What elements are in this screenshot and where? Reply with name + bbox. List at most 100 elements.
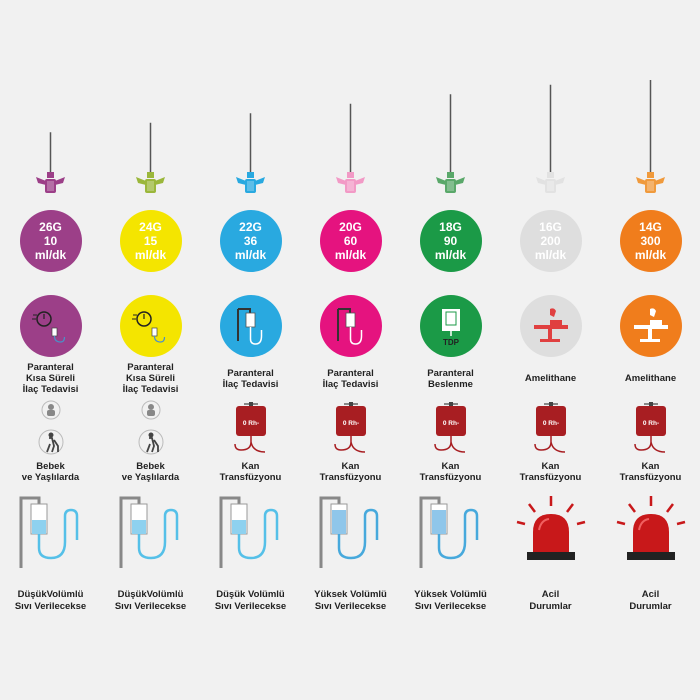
iv-drip-icon [219, 295, 282, 357]
needle-illustration [0, 80, 101, 195]
patient-group-label: Kan Transfüzyonu [319, 461, 382, 483]
cannula-needle-icon [436, 94, 465, 193]
svg-text:0 Rh-: 0 Rh- [242, 420, 258, 427]
blood-bag-icon: 0 Rh- [233, 402, 266, 453]
flow-rate-unit: ml/dk [234, 248, 267, 262]
iv-bag-high-volume-icon [319, 496, 378, 568]
patient-group-label: Bebek ve Yaşlılarda [21, 461, 80, 483]
gauge-value: 16G [539, 220, 562, 234]
iv-bag-low-volume-icon [19, 496, 78, 568]
iv-bag-high-volume-icon [419, 496, 478, 568]
flow-rate-value: 15 [143, 234, 158, 248]
volume-label: DüşükVolümlü Sıvı Verilecekse [14, 589, 87, 612]
usage-label: Amelithane [524, 373, 577, 384]
surgery-table-icon [619, 295, 682, 357]
usage-label: Paranteral Kısa Süreli İlaç Tedavisi [122, 362, 179, 395]
blood-bag-icon: 0 Rh- [633, 402, 666, 453]
surgery-table-icon [519, 295, 582, 357]
gauge-badge: 14G 300 ml/dk [619, 210, 682, 272]
svg-text:TDP: TDP [443, 338, 460, 347]
flow-rate-unit: ml/dk [534, 248, 567, 262]
emergency-siren-icon [516, 496, 585, 560]
gauge-badge: 22G 36 ml/dk [219, 210, 282, 272]
gauge-badge: 24G 15 ml/dk [119, 210, 182, 272]
cannula-column-14g: 14G 300 ml/dk Amelithane 0 Rh- Kan Transfüz… [600, 0, 700, 700]
usage-label: Paranteral Kısa Süreli İlaç Tedavisi [22, 362, 79, 395]
gauge-value: 14G [639, 220, 662, 234]
gauge-value: 24G [139, 220, 162, 234]
timer-drip-icon [19, 295, 82, 357]
needle-illustration [500, 80, 601, 195]
flow-rate-value: 36 [243, 234, 258, 248]
patient-group-icon-wrap: 0 Rh- [200, 400, 301, 458]
flow-rate-unit: ml/dk [34, 248, 67, 262]
flow-rate-unit: ml/dk [634, 248, 667, 262]
flow-rate-unit: ml/dk [334, 248, 367, 262]
needle-illustration [200, 80, 301, 195]
volume-icon-wrap [300, 490, 401, 570]
volume-label: DüşükVolümlü Sıvı Verilecekse [114, 589, 187, 612]
volume-icon-wrap [0, 490, 101, 570]
usage-label: Amelithane [624, 373, 677, 384]
blood-bag-icon: 0 Rh- [333, 402, 366, 453]
cannula-needle-icon [336, 103, 365, 193]
gauge-badge: 26G 10 ml/dk [19, 210, 82, 272]
flow-rate-unit: ml/dk [434, 248, 467, 262]
volume-icon-wrap [100, 490, 201, 570]
usage-label: Paranteral İlaç Tedavisi [222, 367, 279, 390]
cannula-column-24g: 24G 15 ml/dk Paranteral Kısa Süreli İlaç Ted… [100, 0, 201, 700]
volume-icon-wrap [200, 490, 301, 570]
blood-bag-icon: 0 Rh- [533, 402, 566, 453]
baby-elderly-icon [138, 400, 163, 455]
flow-rate-value: 60 [343, 234, 358, 248]
gauge-value: 22G [239, 220, 262, 234]
volume-label: Düşük Volümlü Sıvı Verilecekse [214, 589, 287, 612]
cannula-column-22g: 22G 36 ml/dk Paranteral İlaç Tedavisi 0 Rh-… [200, 0, 301, 700]
volume-icon-wrap [400, 490, 501, 570]
usage-label: Paranteral Beslenme [427, 367, 474, 390]
flow-rate-value: 90 [443, 234, 458, 248]
flow-rate-value: 200 [540, 234, 561, 248]
cannula-column-18g: 18G 90 ml/dk TDP Paranteral Beslenme 0 Rh- K… [400, 0, 501, 700]
patient-group-icon-wrap: 0 Rh- [500, 400, 601, 458]
cannula-needle-icon [136, 122, 165, 193]
patient-group-icon-wrap [0, 400, 101, 458]
needle-illustration [600, 80, 700, 195]
svg-text:0 Rh-: 0 Rh- [342, 420, 358, 427]
gauge-value: 26G [39, 220, 62, 234]
flow-rate-value: 300 [640, 234, 661, 248]
cannula-needle-icon [636, 80, 665, 193]
emergency-siren-icon [616, 496, 685, 560]
usage-label: Paranteral İlaç Tedavisi [322, 367, 379, 390]
flow-rate-unit: ml/dk [134, 248, 167, 262]
cannula-needle-icon [536, 84, 565, 193]
volume-label: Acil Durumlar [629, 589, 672, 612]
svg-text:0 Rh-: 0 Rh- [642, 420, 658, 427]
needle-illustration [400, 80, 501, 195]
gauge-badge: 18G 90 ml/dk [419, 210, 482, 272]
iv-bag-low-volume-icon [119, 496, 178, 568]
patient-group-icon-wrap: 0 Rh- [600, 400, 700, 458]
gauge-value: 20G [339, 220, 362, 234]
volume-icon-wrap [500, 490, 601, 570]
blood-bag-icon: 0 Rh- [433, 402, 466, 453]
baby-elderly-icon [38, 400, 63, 455]
patient-group-icon-wrap: 0 Rh- [300, 400, 401, 458]
iv-bag-low-volume-icon [219, 496, 278, 568]
patient-group-label: Kan Transfüzyonu [519, 461, 582, 483]
cannula-column-20g: 20G 60 ml/dk Paranteral İlaç Tedavisi 0 Rh-… [300, 0, 401, 700]
gauge-badge: 20G 60 ml/dk [319, 210, 382, 272]
volume-label: Yüksek Volümlü Sıvı Verilecekse [314, 589, 387, 612]
timer-drip-icon [119, 295, 182, 357]
gauge-badge: 16G 200 ml/dk [519, 210, 582, 272]
tdp-bag-icon: TDP [419, 295, 482, 357]
patient-group-label: Kan Transfüzyonu [219, 461, 282, 483]
cannula-needle-icon [36, 132, 65, 193]
needle-illustration [100, 80, 201, 195]
needle-illustration [300, 80, 401, 195]
patient-group-label: Kan Transfüzyonu [619, 461, 682, 483]
patient-group-label: Bebek ve Yaşlılarda [121, 461, 180, 483]
volume-label: Yüksek Volümlü Sıvı Verilecekse [414, 589, 487, 612]
cannula-column-16g: 16G 200 ml/dk Amelithane 0 Rh- Kan Transfüz… [500, 0, 601, 700]
